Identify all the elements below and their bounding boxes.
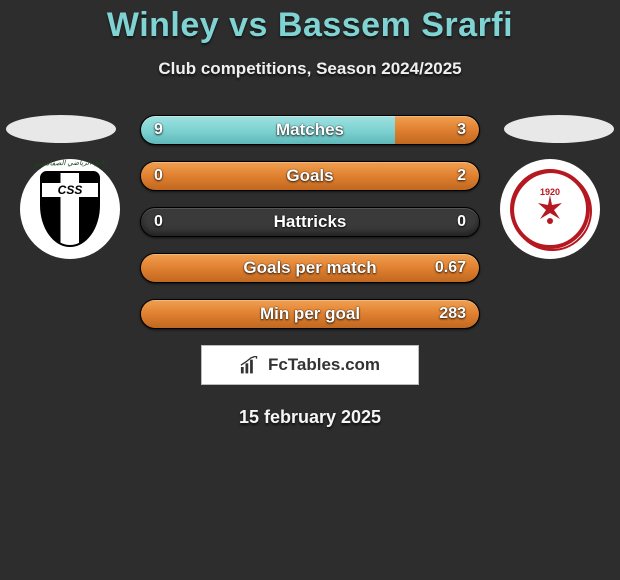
page-subtitle: Club competitions, Season 2024/2025 xyxy=(0,59,620,79)
club-crest-left xyxy=(20,159,120,259)
stat-bar xyxy=(140,299,480,329)
stat-bar-fill-right xyxy=(141,162,479,190)
date-text: 15 february 2025 xyxy=(0,407,620,428)
stat-bar xyxy=(140,115,480,145)
player-shadow-left xyxy=(6,115,116,143)
stat-bar-fill-left xyxy=(141,116,395,144)
attribution-box: FcTables.com xyxy=(201,345,419,385)
chart-icon xyxy=(240,356,262,374)
stat-row: Hattricks00 xyxy=(140,207,480,237)
club-crest-left-shield xyxy=(40,171,100,247)
club-crest-left-arabic: نادي الرياضي الصفاقسي xyxy=(26,158,114,168)
stat-row: Matches93 xyxy=(140,115,480,145)
club-crest-right-emblem xyxy=(532,191,568,227)
stat-row: Goals02 xyxy=(140,161,480,191)
stats-bars: Matches93 Goals02 Hattricks00 Goals per mat… xyxy=(140,115,480,329)
stat-bar-fill-right xyxy=(395,116,480,144)
stat-row: Min per goal283 xyxy=(140,299,480,329)
player-shadow-right xyxy=(504,115,614,143)
page-title: Winley vs Bassem Srarfi xyxy=(0,6,620,45)
comparison-area: نادي الرياضي الصفاقسي 1920 Matches93 Goal… xyxy=(0,115,620,329)
stat-bar xyxy=(140,207,480,237)
stat-bar xyxy=(140,161,480,191)
stat-row: Goals per match0.67 xyxy=(140,253,480,283)
club-crest-right: 1920 xyxy=(500,159,600,259)
attribution-text: FcTables.com xyxy=(268,355,380,375)
stat-bar-fill-right xyxy=(141,300,479,328)
stat-bar xyxy=(140,253,480,283)
club-crest-right-ring: 1920 xyxy=(510,169,590,249)
stat-bar-fill-right xyxy=(141,254,479,282)
